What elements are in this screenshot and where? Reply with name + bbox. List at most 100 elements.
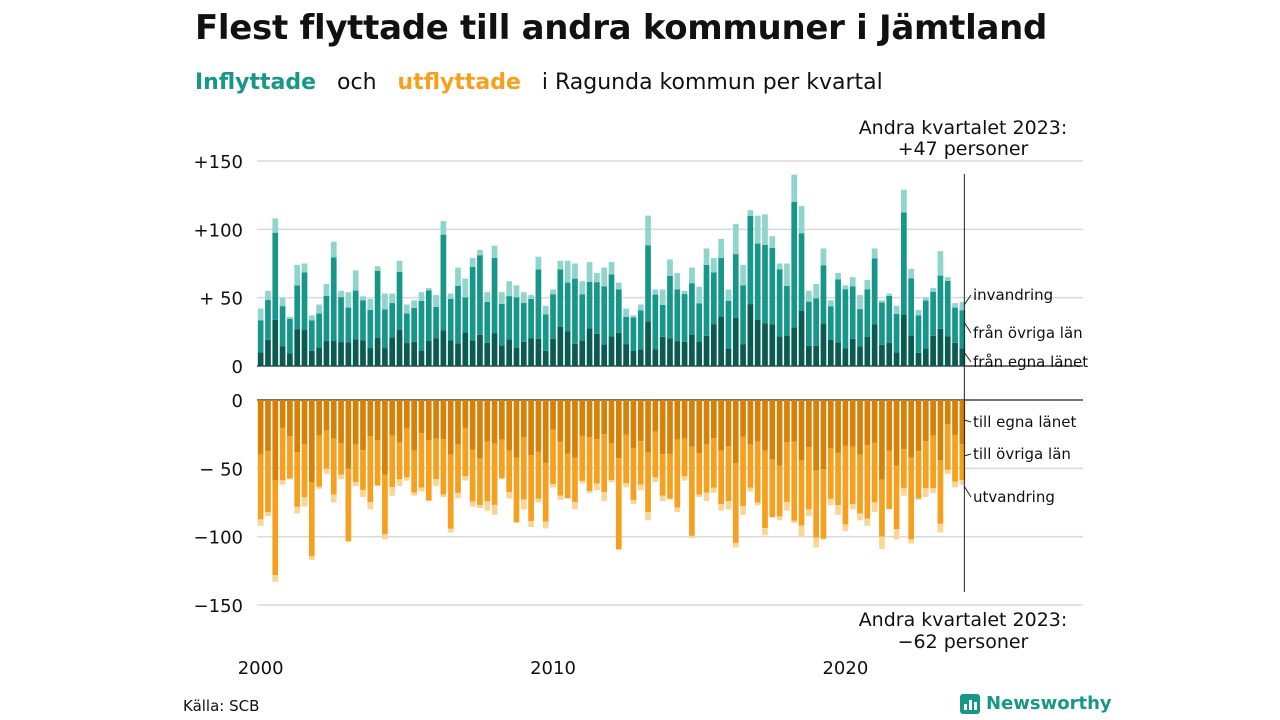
series-label-out: utvandring — [973, 488, 1055, 506]
bar-out-other-counties — [345, 468, 352, 542]
bar-in-other-counties — [411, 307, 418, 342]
bar-out-local — [805, 400, 812, 448]
bar-out-other-counties — [864, 445, 871, 519]
subtitle-out-word: utflyttade — [397, 70, 521, 95]
bar-in-local — [944, 336, 951, 366]
bar-out-other-counties — [579, 435, 586, 481]
bar-in-immigration — [572, 263, 578, 279]
bar-in-immigration — [944, 277, 951, 281]
bar-in-immigration — [579, 281, 586, 295]
series-label-leader — [963, 485, 972, 498]
bar-in-local — [550, 338, 556, 366]
bar-out-other-counties — [922, 441, 929, 489]
bar-out-emigration — [542, 521, 549, 529]
series-label-leader — [963, 351, 972, 363]
bar-out-emigration — [308, 556, 315, 560]
bar-out-emigration — [425, 500, 432, 502]
bar-in-other-counties — [601, 286, 608, 345]
bar-in-immigration — [784, 263, 790, 287]
bar-in-local — [279, 346, 286, 366]
bar-out-emigration — [367, 502, 374, 510]
bar-in-immigration — [732, 223, 739, 255]
bar-out-emigration — [615, 549, 622, 551]
bar-out-local — [959, 400, 966, 445]
bar-in-other-counties — [871, 258, 878, 325]
bar-out-emigration — [637, 484, 644, 491]
bar-out-local — [784, 400, 790, 443]
bar-out-local — [469, 400, 476, 450]
bar-in-local — [871, 324, 878, 366]
bar-out-emigration — [659, 495, 666, 502]
annotation-bottom-line1: Andra kvartalet 2023: — [859, 609, 1068, 631]
bar-out-local — [791, 400, 798, 442]
bar-in-local — [265, 339, 271, 366]
bar-in-local — [330, 340, 337, 366]
bar-out-local — [732, 400, 739, 463]
bar-out-emigration — [389, 487, 396, 496]
bar-in-local — [805, 345, 812, 366]
bar-in-immigration — [798, 206, 805, 234]
bar-in-other-counties — [842, 289, 849, 349]
bar-in-local — [667, 338, 673, 366]
bar-out-emigration — [491, 504, 498, 515]
bar-in-immigration — [820, 248, 827, 266]
bar-in-immigration — [886, 293, 893, 296]
bar-out-local — [871, 400, 878, 443]
bar-out-emigration — [272, 575, 279, 582]
bar-out-emigration — [703, 492, 710, 502]
bar-out-other-counties — [915, 451, 922, 499]
bar-out-other-counties — [959, 444, 966, 481]
bar-in-other-counties — [893, 313, 900, 353]
bar-out-local — [557, 400, 564, 442]
bar-out-other-counties — [842, 445, 849, 525]
bar-out-other-counties — [542, 462, 549, 522]
bar-out-emigration — [937, 523, 944, 533]
bar-in-local — [798, 310, 805, 366]
bar-in-local — [784, 335, 790, 366]
bar-out-local — [667, 400, 673, 454]
bar-in-immigration — [265, 290, 271, 300]
bar-in-local — [586, 328, 593, 366]
bar-out-other-counties — [630, 447, 637, 501]
bar-out-emigration — [360, 489, 366, 498]
bar-out-emigration — [864, 518, 871, 526]
bar-in-other-counties — [499, 303, 505, 346]
bar-out-other-counties — [440, 439, 447, 495]
bar-in-immigration — [725, 289, 732, 301]
bar-out-emigration — [301, 497, 308, 507]
bar-in-local — [403, 343, 410, 366]
bar-out-local — [535, 400, 542, 452]
bar-in-local — [374, 337, 381, 366]
bar-in-immigration — [791, 174, 798, 202]
bar-in-local — [952, 342, 958, 366]
bar-out-local — [374, 400, 381, 440]
bar-out-local — [520, 400, 527, 437]
bar-in-immigration — [835, 273, 841, 280]
bar-in-other-counties — [681, 294, 688, 342]
bar-out-local — [477, 400, 483, 459]
series-label-out: till egna länet — [973, 413, 1076, 431]
bar-out-emigration — [601, 492, 608, 502]
bar-in-other-counties — [864, 289, 871, 338]
bar-in-other-counties — [857, 309, 863, 347]
bar-in-local — [820, 323, 827, 366]
bar-out-local — [513, 400, 520, 458]
bar-out-other-counties — [667, 453, 673, 499]
bar-out-other-counties — [835, 452, 841, 506]
series-label-in: från egna länet — [973, 353, 1088, 371]
bar-in-other-counties — [740, 285, 746, 345]
bar-in-other-counties — [455, 285, 461, 344]
bar-in-other-counties — [922, 300, 929, 349]
bar-out-emigration — [557, 495, 564, 500]
bar-in-other-counties — [791, 201, 798, 328]
bar-out-local — [308, 400, 315, 483]
bar-out-emigration — [791, 520, 798, 523]
bar-in-local — [930, 335, 936, 366]
bar-in-immigration — [637, 304, 644, 311]
bar-in-local — [886, 342, 893, 366]
bar-out-other-counties — [827, 448, 834, 499]
bar-in-other-counties — [827, 306, 834, 341]
bar-in-local — [937, 328, 944, 366]
bar-in-other-counties — [338, 297, 344, 343]
bar-in-local — [389, 337, 396, 366]
